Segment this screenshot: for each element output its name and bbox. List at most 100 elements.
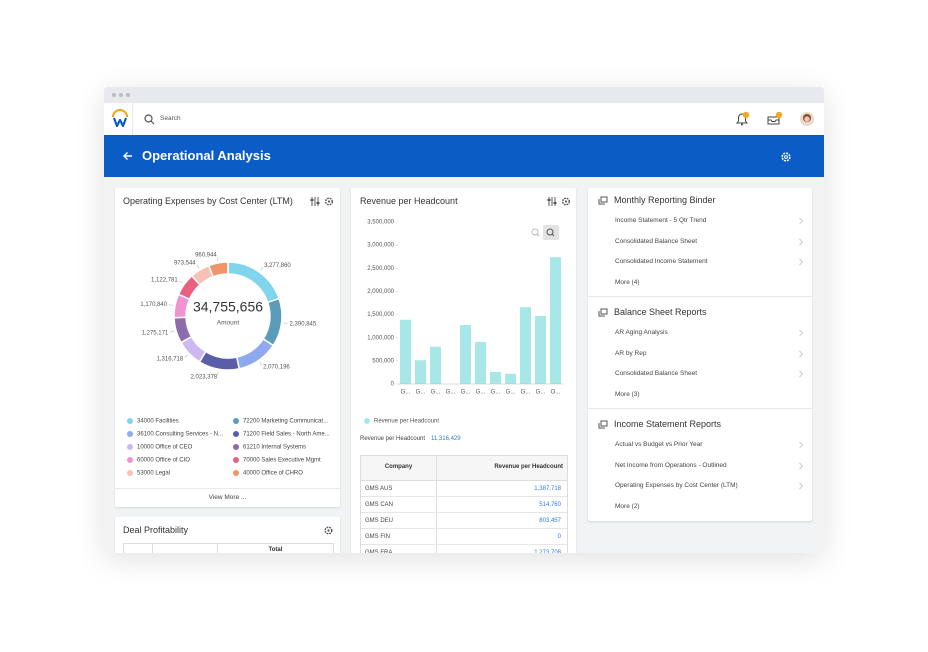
more-link[interactable]: More (3) [615,391,640,399]
legend-swatch [233,444,239,450]
icon-shape [600,308,608,315]
section-icon [598,420,608,429]
section-icon [598,308,608,317]
chevron-shape [799,238,804,245]
window-dot [119,93,123,97]
more-link[interactable]: More (2) [615,503,640,511]
icon-shape [598,311,605,317]
x-tick-label: G... [521,390,531,396]
report-link[interactable]: Net Income from Operations - Outlined [615,461,727,469]
report-link[interactable]: Consolidated Balance Sheet [615,370,698,378]
expenses-card: Operating Expenses by Cost Center (LTM) … [115,188,340,507]
chevron [799,217,804,225]
zoom-controls[interactable] [529,225,561,241]
chevron-shape [799,483,804,490]
bar [415,360,426,384]
x-tick-label: G... [476,390,486,396]
bar [430,346,441,384]
report-link[interactable]: Consolidated Balance Sheet [615,237,698,245]
more-link[interactable]: More (4) [615,279,640,287]
divider [588,408,812,409]
inbox-icon[interactable] [766,111,784,127]
settings-icon[interactable] [323,525,334,536]
card-title: Deal Profitability [123,525,189,535]
section-title: Balance Sheet Reports [614,307,707,317]
donut-segment [173,316,193,344]
legend-swatch [233,431,239,437]
donut-chart: 3,277,860 2,390,845 2,070,196 2,023,378 1,31… [127,253,330,477]
label-leader [169,304,174,306]
logo[interactable] [110,109,130,129]
data-label: 1,316,718 [157,356,184,362]
card-tools[interactable] [310,196,334,207]
search-input[interactable]: Search [160,115,181,122]
revenue-card: Revenue per Headcount 0 500,000 1,000,000 1… [351,188,576,553]
center-value: 34,755,656 [193,299,263,315]
data-label: 2,070,196 [263,365,290,371]
chevron-shape [799,259,804,266]
x-tick-label: G... [506,390,516,396]
report-link[interactable]: AR by Rep [615,349,647,357]
legend-label: 72200 Marketing Communicat... [243,419,328,425]
x-tick-label: O... [551,390,561,396]
legend-swatch [127,431,133,437]
avatar[interactable] [799,111,815,127]
window-bar [104,87,824,103]
table-cell[interactable]: 0 [557,534,561,540]
chevron-shape [799,329,804,337]
table-cell[interactable]: 514,760 [539,502,561,508]
bar [550,257,561,384]
label-leader [196,264,200,269]
search-icon[interactable] [144,114,155,125]
y-tick-label: 2,500,000 [367,266,394,272]
legend-swatch [233,418,239,424]
deal-table: Total [123,543,334,553]
legend-label: 61210 Internal Systems [243,445,306,451]
label-leader [217,371,219,376]
card-tools[interactable] [547,196,571,207]
table-cell[interactable]: 1,273,708 [534,550,561,553]
table-header-row [361,456,567,481]
table-cell[interactable]: 803,457 [539,518,561,524]
divider [132,103,133,135]
label-leader [184,354,188,358]
table-cell[interactable]: 1,387,718 [534,486,561,492]
back-button[interactable] [122,151,134,161]
table-header: Revenue per Headcount [494,464,563,470]
view-more-link[interactable]: View More ... [208,494,247,501]
legend-label: 71200 Field Sales - North Ame... [243,432,330,438]
legend-swatch [127,418,133,424]
chevron [799,441,804,449]
report-link[interactable]: Consolidated Income Statement [615,258,708,266]
report-link[interactable]: AR Aging Analysis [615,329,668,336]
divider [588,296,812,297]
page-header: Operational Analysis [104,135,824,177]
x-tick-label: G... [401,390,411,396]
reports-card: Monthly Reporting Binder Income Statement… [588,188,812,521]
table-column-line [152,544,153,553]
y-tick-label: 1,000,000 [367,335,394,341]
icon-shape [600,196,608,203]
chevron-shape [799,350,804,357]
report-link[interactable]: Income Statement - 5 Qtr Trend [615,217,707,224]
label-leader [170,330,175,333]
settings-icon[interactable] [780,151,792,163]
divider [115,488,340,489]
browser-window: Search Operational Analysis Operating Ex… [104,87,824,553]
table-cell: GMS FRA [365,550,393,553]
label-leader [179,280,183,284]
notifications-icon[interactable] [734,111,750,127]
table-header: Total [268,547,283,553]
chevron [799,350,804,357]
x-tick-label: G... [416,390,426,396]
label-leader [259,362,263,366]
legend-swatch [233,470,239,476]
data-label: 960,944 [195,253,217,259]
center-label: Amount [217,320,240,327]
icon-shape [600,420,608,427]
report-link[interactable]: Operating Expenses by Cost Center (LTM) [615,482,738,490]
chevron-shape [799,371,804,378]
summary-value[interactable]: 11,316,429 [431,436,461,442]
table-cell: GMS AUS [365,486,393,492]
report-link[interactable]: Actual vs Budget vs Prior Year [615,441,703,448]
